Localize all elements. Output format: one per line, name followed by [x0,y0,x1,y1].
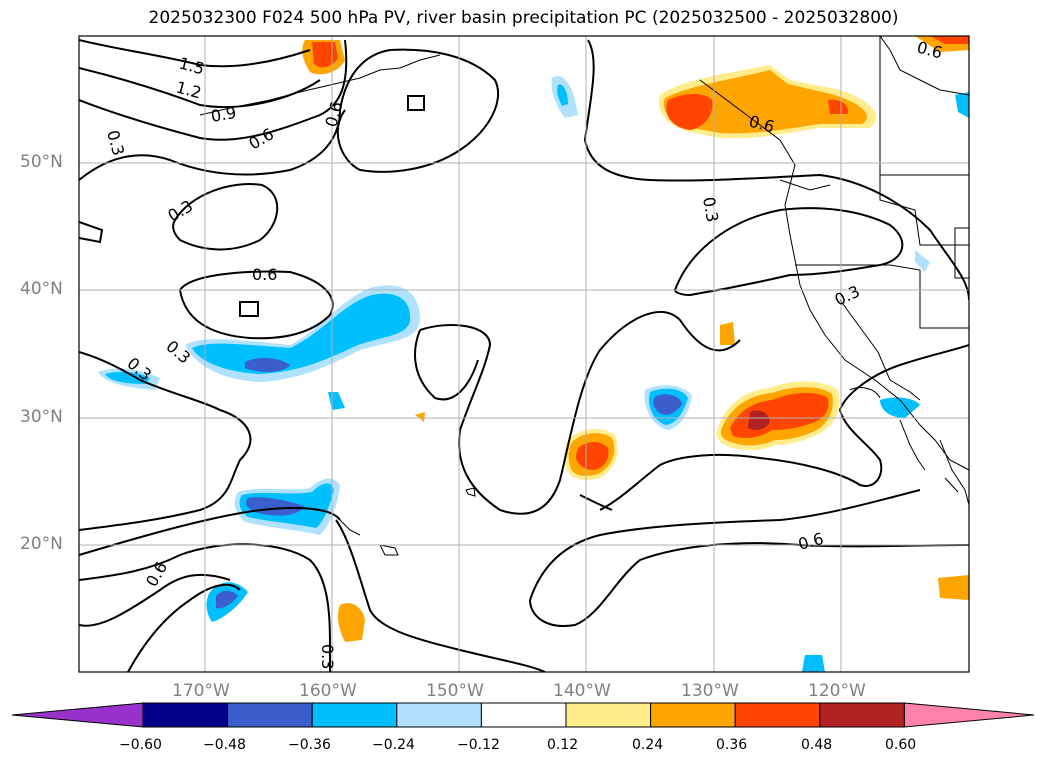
lon-tick-170w: 170°W [172,681,230,701]
lon-tick-150w: 150°W [426,681,484,701]
contour-label: 0.6 [322,100,347,130]
contour-label: 0.3 [318,644,337,669]
colorbar-swatch [227,702,313,728]
colorbar-label: 0.24 [632,737,664,753]
graticule [79,36,969,672]
lat-tick-30n: 30°N [20,407,63,427]
map-plot-area: 1.5 1.2 0.9 0.6 0.6 0.6 0.3 0.6 0.3 0.3 … [79,36,969,672]
colorbar-label: −0.36 [288,737,331,753]
colorbar-label: −0.60 [119,737,162,753]
map-title: 2025032300 F024 500 hPa PV, river basin … [148,8,899,28]
colorbar-label: 0.12 [547,737,579,753]
lat-tick-40n: 40°N [20,279,63,299]
plot-frame [78,35,970,673]
lon-tick-130w: 130°W [681,681,739,701]
contour-label: 1.5 [177,54,207,79]
colorbar-swatch [396,702,482,728]
coastlines [199,36,969,556]
contour-label: 0.6 [252,265,277,284]
colorbar-swatch [311,702,398,728]
colorbar-label: 0.60 [885,737,917,753]
colorbar [11,702,1035,728]
colorbar-label: 0.36 [716,737,748,753]
colorbar-label: −0.48 [203,737,246,753]
contour-label: 0.9 [209,103,237,126]
colorbar-extend-high [903,702,1035,728]
pv-contours [79,39,969,672]
contour-label: 0.3 [165,196,197,225]
colorbar-swatch [142,702,229,728]
colorbar-swatch [650,702,736,728]
colorbar-swatch [734,702,821,728]
colorbar-extend-low [11,702,144,728]
lon-tick-120w: 120°W [808,681,866,701]
colorbar-swatch [480,702,567,728]
contour-label: 0.3 [832,282,863,310]
lat-tick-20n: 20°N [20,534,63,554]
colorbar-label: −0.12 [457,737,500,753]
lon-tick-140w: 140°W [553,681,611,701]
contour-label: 0.3 [103,128,128,158]
contour-label: 0.3 [162,337,194,368]
colorbar-swatch [819,702,905,728]
contour-label: 0.6 [246,124,278,153]
contour-label: 1.2 [174,78,204,103]
colorbar-label: −0.24 [372,737,415,753]
contour-label: 0.6 [796,529,826,554]
lon-tick-160w: 160°W [299,681,357,701]
contour-label: 0.3 [699,195,722,223]
colorbar-label: 0.48 [801,737,833,753]
colorbar-swatch [565,702,652,728]
lat-tick-50n: 50°N [20,152,63,172]
precipitation-shading [98,36,969,672]
